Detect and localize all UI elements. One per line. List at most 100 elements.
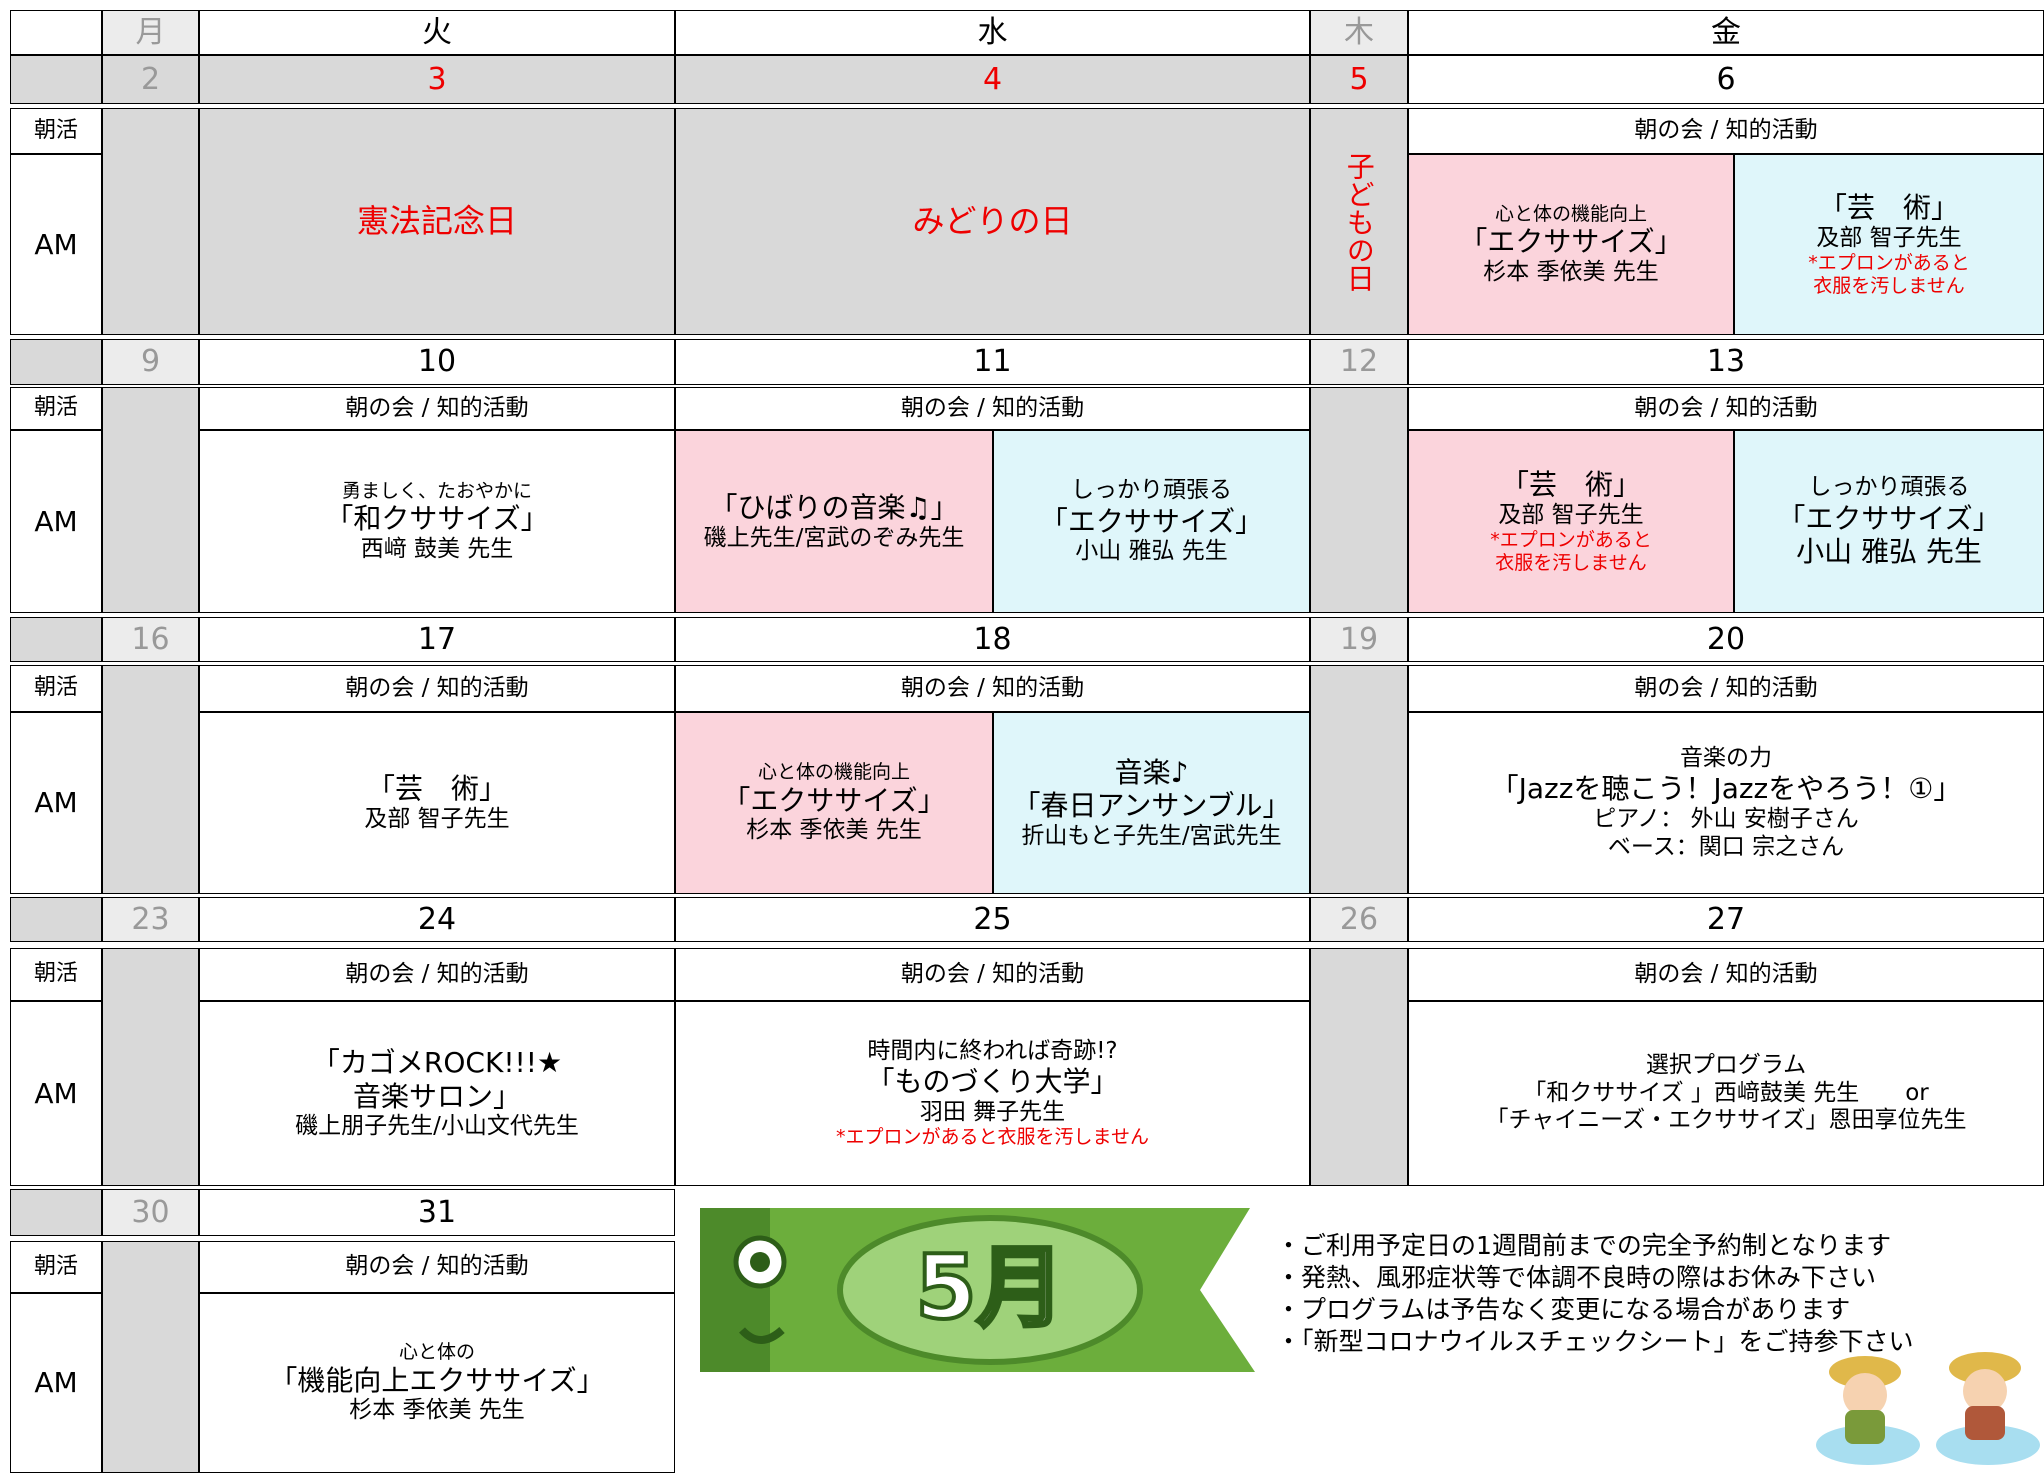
row-label: AM [10, 1001, 102, 1186]
program-cell: 勇ましく、たおやかに 「和クササイズ」 西﨑 鼓美 先生 [199, 430, 675, 613]
date-cell: 17 [199, 617, 675, 662]
cell-line: 音楽♪ [1114, 755, 1189, 789]
date-cell: 3 [199, 55, 675, 104]
closed-day [102, 387, 199, 613]
program-cell: 朝の会 / 知的活動 [1408, 665, 2044, 712]
row-label: AM [10, 1293, 102, 1473]
date-cell: 6 [1408, 55, 2044, 104]
program-cell: 心と体の機能向上 「エクササイズ」 杉本 季依美 先生 [675, 712, 993, 894]
program-cell: 朝の会 / 知的活動 [675, 665, 1310, 712]
cell-line: *エプロンがあると [1490, 529, 1652, 552]
cell-line: 憲法記念日 [356, 202, 517, 241]
cell-line: みどりの日 [912, 202, 1073, 241]
program-cell: 子どもの日 [1310, 108, 1408, 335]
cell-line: 西﨑 鼓美 先生 [360, 535, 514, 562]
program-cell: 心と体の機能向上 「エクササイズ」 杉本 季依美 先生 [1408, 154, 1734, 335]
cell-line: 及部 智子先生 [364, 806, 510, 832]
date-label-cell [10, 897, 102, 942]
cell-line: 朝の会 / 知的活動 [1634, 960, 1818, 987]
date-cell: 5 [1310, 55, 1408, 104]
cell-line: 選択プログラム [1645, 1052, 1807, 1079]
notice-line: ・「新型コロナウイルスチェックシート」をご持参下さい [1276, 1327, 1914, 1356]
cell-line: しっかり頑張る [1808, 474, 1970, 501]
cell-line: ベース：関口 宗之さん [1607, 833, 1845, 860]
program-cell: 朝の会 / 知的活動 [199, 1241, 675, 1293]
program-cell: 「カゴメROCK!!!★ 音楽サロン」 磯上朋子先生/小山文代先生 [199, 1001, 675, 1186]
cell-line: *エプロンがあると [1808, 252, 1970, 275]
row-label: 朝活 [10, 948, 102, 1001]
date-cell: 23 [102, 897, 199, 942]
program-cell: しっかり頑張る 「エクササイズ」 小山 雅弘 先生 [1734, 430, 2044, 613]
date-label-cell [10, 617, 102, 662]
cell-line: 「チャイニーズ・エクササイズ」恩田享位先生 [1485, 1107, 1967, 1134]
program-cell: 朝の会 / 知的活動 [1408, 108, 2044, 154]
date-cell: 10 [199, 339, 675, 385]
cell-line: 及部 智子先生 [1816, 224, 1962, 251]
closed-day [1310, 665, 1408, 894]
cell-line: 「和クササイズ 」西﨑鼓美 先生 or [1523, 1079, 1929, 1106]
cell-line: 「機能向上エクササイズ」 [269, 1363, 605, 1397]
program-cell: 時間内に終われば奇跡!? 「ものづくり大学」 羽田 舞子先生 *エプロンがあると衣服を… [675, 1001, 1310, 1186]
cell-line: 時間内に終われば奇跡!? [867, 1037, 1118, 1064]
program-cell: 憲法記念日 [199, 108, 675, 335]
program-cell: 朝の会 / 知的活動 [1408, 387, 2044, 430]
program-cell: 朝の会 / 知的活動 [675, 387, 1310, 430]
date-cell: 4 [675, 55, 1310, 104]
cell-line: 「和クササイズ」 [325, 502, 549, 536]
program-cell: 音楽の力 「Jazzを聴こう！Jazzをやろう！①」 ピアノ： 外山 安樹子さん ベー… [1408, 712, 2044, 894]
row-label: AM [10, 154, 102, 335]
program-cell: 「ひばりの音楽♫」 磯上先生/宮武のぞみ先生 [675, 430, 993, 613]
cell-line: 心と体の機能向上 [1494, 202, 1647, 225]
cell-line: 磯上朋子先生/小山文代先生 [295, 1113, 579, 1140]
program-cell: 朝の会 / 知的活動 [1408, 948, 2044, 1001]
cell-line: 「エクササイズ」 [722, 783, 946, 817]
cell-line: 小山 雅弘 先生 [1796, 535, 1982, 569]
cell-line: 朝の会 / 知的活動 [900, 394, 1085, 421]
cell-line: 衣服を汚しません [1495, 552, 1647, 575]
notice-line: ・ご利用予定日の1週間前までの完全予約制となります [1276, 1231, 1892, 1260]
cell-line: 朝の会 / 知的活動 [1634, 117, 1818, 144]
cell-line: 朝の会 / 知的活動 [345, 1253, 529, 1280]
cell-line: 「芸 術」 [1500, 468, 1641, 502]
date-label-cell [10, 1189, 102, 1236]
cell-line: 磯上先生/宮武のぞみ先生 [703, 524, 965, 551]
cell-line: 「カゴメROCK!!!★ [311, 1046, 563, 1080]
cell-line: 「エクササイズ」 [1039, 504, 1264, 538]
cell-line: 「ひばりの音楽♫」 [709, 490, 959, 524]
cell-line: 折山もと子先生/宮武先生 [1021, 822, 1282, 849]
cell-line: 小山 雅弘 先生 [1075, 538, 1228, 565]
cell-line: 「ものづくり大学」 [866, 1065, 1119, 1099]
program-cell: 朝の会 / 知的活動 [199, 665, 675, 712]
date-cell: 20 [1408, 617, 2044, 662]
program-cell: 朝の会 / 知的活動 [675, 948, 1310, 1001]
date-cell: 31 [199, 1189, 675, 1236]
notice-line: ・発熱、風邪症状等で体調不良時の際はお休み下さい [1276, 1263, 1877, 1292]
program-cell: みどりの日 [675, 108, 1310, 335]
program-cell: 朝の会 / 知的活動 [199, 387, 675, 430]
date-cell: 12 [1310, 339, 1408, 385]
date-cell: 16 [102, 617, 199, 662]
cell-line: 心と体の機能向上 [757, 761, 910, 783]
program-cell: しっかり頑張る 「エクササイズ」 小山 雅弘 先生 [993, 430, 1310, 613]
cell-line: 羽田 舞子先生 [919, 1098, 1066, 1125]
closed-day [1310, 387, 1408, 613]
cell-line: 「芸 術」 [366, 772, 507, 806]
cell-line: *エプロンがあると衣服を汚しません [836, 1126, 1149, 1149]
cell-line: 音楽の力 [1680, 744, 1772, 771]
cell-line: 衣服を汚しません [1813, 275, 1965, 298]
cell-line: 勇ましく、たおやかに [341, 479, 532, 502]
closed-day [1310, 948, 1408, 1186]
header-corner [10, 10, 102, 55]
program-cell: 「芸 術」 及部 智子先生 *エプロンがあると 衣服を汚しません [1408, 430, 1734, 613]
cell-line: 「エクササイズ」 [1459, 225, 1683, 259]
cell-line: 杉本 季依美 先生 [746, 817, 922, 844]
date-cell: 25 [675, 897, 1310, 942]
cell-line: 音楽サロン」 [352, 1079, 521, 1113]
date-cell: 24 [199, 897, 675, 942]
weekday-header: 月 [102, 10, 199, 55]
date-cell: 13 [1408, 339, 2044, 385]
cell-line: 朝の会 / 知的活動 [1634, 674, 1818, 701]
cell-line: 朝の会 / 知的活動 [345, 674, 529, 701]
weekday-header: 水 [675, 10, 1310, 55]
